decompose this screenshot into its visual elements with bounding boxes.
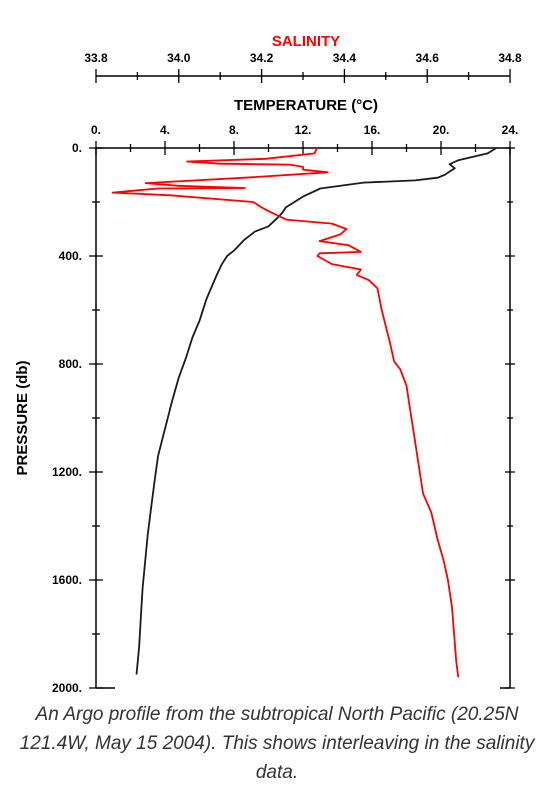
temperature-tick-label: 16. (364, 123, 381, 137)
temperature-axis-title: TEMPERATURE (°C) (234, 97, 378, 114)
temperature-tick-label: 24. (502, 123, 519, 137)
axis-tick-labels: 0. 4. 8. 12. 16. 20. 24. 33.8 34.0 34.2 34.4 34.6 34… (52, 51, 522, 695)
pressure-tick-label: 0. (72, 141, 82, 155)
temperature-tick-label: 8. (229, 123, 239, 137)
pressure-axis-title: PRESSURE (db) (14, 360, 31, 475)
temperature-profile-line (135, 147, 497, 675)
salinity-axis-title: SALINITY (272, 33, 340, 50)
axis-ticks (89, 69, 515, 689)
temperature-tick-label: 12. (295, 123, 312, 137)
salinity-tick-label: 34.4 (333, 51, 357, 65)
temperature-tick-label: 20. (433, 123, 450, 137)
salinity-tick-label: 34.0 (167, 51, 191, 65)
salinity-tick-label: 34.6 (416, 51, 440, 65)
figure-caption: An Argo profile from the subtropical Nor… (19, 704, 535, 783)
salinity-profile-line (111, 147, 460, 678)
argo-profile-chart: 0. 4. 8. 12. 16. 20. 24. 33.8 34.0 34.2 34.4 34.6 34… (14, 33, 522, 695)
temperature-tick-label: 4. (160, 123, 170, 137)
pressure-tick-label: 800. (59, 357, 82, 371)
pressure-tick-label: 2000. (52, 681, 82, 695)
series-layer (111, 147, 497, 678)
pressure-tick-label: 400. (59, 249, 82, 263)
pressure-tick-label: 1600. (52, 573, 82, 587)
temperature-tick-label: 0. (91, 123, 101, 137)
salinity-tick-label: 34.8 (498, 51, 522, 65)
salinity-tick-label: 33.8 (84, 51, 108, 65)
salinity-tick-label: 34.2 (250, 51, 274, 65)
pressure-tick-label: 1200. (52, 465, 82, 479)
